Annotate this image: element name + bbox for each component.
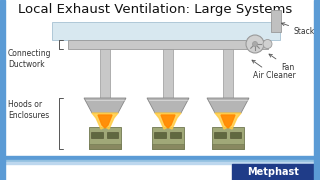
Polygon shape	[84, 98, 126, 113]
Bar	[223, 49, 233, 98]
Bar	[91, 132, 103, 138]
Bar	[271, 10, 281, 32]
Text: Local Exhaust Ventilation: Large Systems: Local Exhaust Ventilation: Large Systems	[18, 3, 292, 17]
Bar	[5, 156, 314, 159]
Bar	[68, 40, 268, 49]
Circle shape	[263, 39, 272, 48]
Text: Hoods or
Enclosures: Hoods or Enclosures	[8, 100, 49, 120]
Bar	[100, 49, 110, 98]
Bar	[163, 49, 173, 98]
Polygon shape	[155, 113, 181, 129]
Polygon shape	[215, 113, 241, 129]
Bar	[314, 0, 320, 180]
Circle shape	[252, 42, 258, 46]
Polygon shape	[207, 98, 249, 113]
Bar	[5, 159, 314, 162]
Bar	[212, 127, 244, 149]
Circle shape	[246, 35, 264, 53]
Bar	[89, 144, 121, 149]
Bar	[170, 132, 181, 138]
Polygon shape	[147, 98, 189, 113]
Bar	[107, 132, 118, 138]
Bar	[89, 127, 121, 149]
Bar	[154, 132, 166, 138]
Polygon shape	[92, 113, 118, 129]
Polygon shape	[221, 115, 235, 128]
Bar	[214, 132, 226, 138]
Text: Metphast: Metphast	[247, 167, 299, 177]
Text: Stack: Stack	[282, 23, 315, 35]
Bar	[152, 127, 184, 149]
Bar	[52, 22, 280, 40]
Bar	[0, 0, 5, 180]
Bar	[230, 132, 241, 138]
Text: Air Cleaner: Air Cleaner	[252, 60, 296, 80]
Text: Connecting
Ductwork: Connecting Ductwork	[8, 49, 52, 69]
Bar	[232, 164, 314, 180]
Polygon shape	[98, 115, 112, 128]
Polygon shape	[161, 115, 175, 128]
Bar	[5, 162, 314, 164]
Bar	[212, 144, 244, 149]
Text: Fan: Fan	[269, 54, 294, 71]
Bar	[152, 144, 184, 149]
